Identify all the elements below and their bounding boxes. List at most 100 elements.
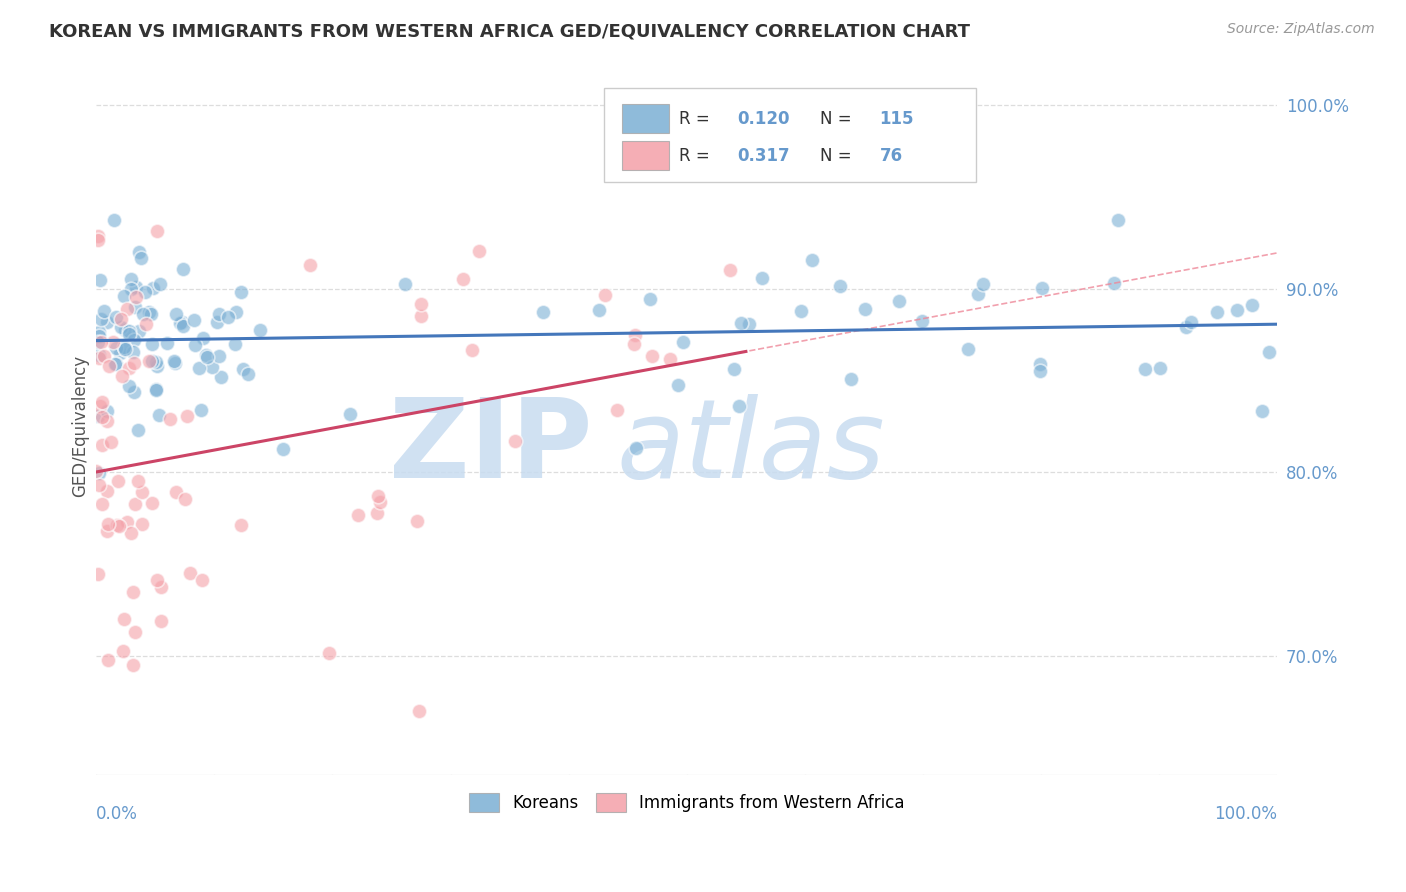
Point [127, 423, 149, 437]
Point [790, 303, 813, 318]
Point [163, 354, 186, 368]
Point [232, 362, 254, 376]
Point [114, 323, 136, 337]
Point [112, 340, 135, 354]
Point [166, 485, 188, 500]
Point [87, 334, 110, 349]
Point [114, 343, 136, 357]
Point [108, 346, 131, 360]
Point [728, 400, 751, 414]
Point [107, 519, 129, 533]
Point [89, 329, 111, 343]
Point [1149, 361, 1171, 376]
Point [451, 272, 474, 286]
Text: 76: 76 [879, 146, 903, 164]
Point [120, 281, 142, 295]
Point [394, 277, 416, 292]
Text: R =: R = [679, 146, 714, 164]
Point [588, 302, 610, 317]
Point [96, 483, 118, 498]
Point [131, 516, 153, 531]
Text: Source: ZipAtlas.com: Source: ZipAtlas.com [1227, 22, 1375, 37]
Point [141, 495, 163, 509]
Text: 0.120: 0.120 [738, 110, 790, 128]
Point [159, 412, 181, 426]
Point [738, 317, 761, 331]
Point [640, 292, 662, 306]
Point [87, 466, 110, 480]
Point [1258, 345, 1281, 359]
Point [298, 258, 321, 272]
Point [118, 327, 141, 342]
Point [170, 316, 193, 330]
Point [105, 518, 128, 533]
Point [145, 383, 167, 397]
Point [468, 244, 491, 258]
Point [124, 356, 146, 370]
Point [131, 307, 153, 321]
Point [957, 343, 980, 357]
FancyBboxPatch shape [605, 88, 976, 182]
Point [105, 357, 128, 371]
Point [114, 342, 136, 356]
Point [127, 474, 149, 488]
Point [1135, 362, 1157, 376]
Point [121, 585, 143, 599]
Point [146, 573, 169, 587]
Point [318, 646, 340, 660]
Point [124, 384, 146, 399]
Bar [621, 141, 669, 170]
Point [96, 524, 118, 538]
Point [176, 409, 198, 423]
Point [141, 354, 163, 368]
Point [1206, 305, 1229, 319]
Point [641, 349, 664, 363]
Text: 100.0%: 100.0% [1215, 805, 1278, 823]
Point [91, 497, 114, 511]
Point [96, 414, 118, 428]
Point [666, 378, 689, 392]
Point [87, 228, 110, 243]
Point [115, 516, 138, 530]
Point [105, 341, 128, 355]
Point [124, 300, 146, 314]
Point [87, 348, 110, 362]
Point [188, 360, 211, 375]
Point [195, 350, 218, 364]
Point [124, 624, 146, 639]
Point [531, 305, 554, 319]
Point [145, 382, 167, 396]
Point [208, 307, 231, 321]
Point [405, 514, 427, 528]
Point [121, 658, 143, 673]
Bar [621, 104, 669, 133]
Text: atlas: atlas [616, 393, 884, 500]
Point [89, 273, 111, 287]
Point [146, 224, 169, 238]
Point [125, 290, 148, 304]
Point [169, 316, 191, 330]
Point [623, 336, 645, 351]
Point [366, 506, 388, 520]
Point [91, 395, 114, 409]
Point [138, 305, 160, 319]
Point [87, 409, 110, 423]
Point [124, 497, 146, 511]
Point [236, 367, 259, 381]
Point [112, 612, 135, 626]
Point [115, 302, 138, 317]
Text: N =: N = [820, 110, 858, 128]
Point [134, 285, 156, 300]
Text: 0.0%: 0.0% [96, 805, 138, 823]
Point [183, 313, 205, 327]
Point [593, 288, 616, 302]
Point [1028, 364, 1050, 378]
Point [150, 614, 173, 628]
Point [339, 407, 361, 421]
Point [129, 251, 152, 265]
Point [100, 435, 122, 450]
Point [97, 652, 120, 666]
Point [172, 261, 194, 276]
Point [120, 271, 142, 285]
Point [145, 354, 167, 368]
